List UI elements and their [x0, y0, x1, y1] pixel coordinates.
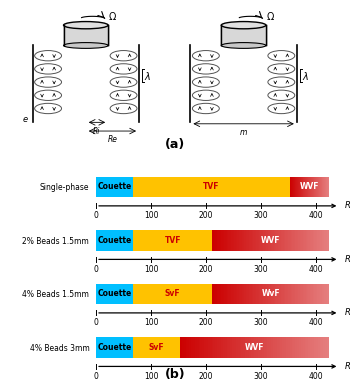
Ellipse shape [193, 51, 219, 61]
Ellipse shape [35, 64, 62, 74]
Ellipse shape [268, 64, 295, 74]
Ellipse shape [193, 64, 219, 74]
Ellipse shape [110, 64, 137, 74]
Ellipse shape [110, 77, 137, 87]
Text: 4% Beads 1.5mm: 4% Beads 1.5mm [22, 290, 89, 299]
Text: $\Omega$: $\Omega$ [266, 11, 275, 23]
Ellipse shape [35, 90, 62, 100]
Text: Ri: Ri [93, 127, 101, 136]
Ellipse shape [221, 21, 266, 29]
Ellipse shape [110, 90, 137, 100]
Text: 4% Beads 3mm: 4% Beads 3mm [29, 343, 89, 352]
Ellipse shape [63, 42, 108, 48]
Ellipse shape [193, 90, 219, 100]
Text: $\lambda$: $\lambda$ [302, 70, 309, 82]
Text: Re: Re [107, 135, 117, 144]
Text: (a): (a) [165, 138, 185, 151]
Text: 2% Beads 1.5mm: 2% Beads 1.5mm [22, 237, 89, 245]
Ellipse shape [110, 51, 137, 61]
Ellipse shape [35, 77, 62, 87]
Ellipse shape [110, 103, 137, 114]
Ellipse shape [63, 21, 108, 29]
Bar [221, 25, 266, 46]
Ellipse shape [268, 103, 295, 114]
Ellipse shape [268, 51, 295, 61]
Ellipse shape [268, 90, 295, 100]
Text: $\lambda$: $\lambda$ [144, 70, 151, 82]
Ellipse shape [193, 103, 219, 114]
Ellipse shape [221, 42, 266, 48]
Text: m: m [240, 128, 247, 137]
Text: $\Omega$: $\Omega$ [108, 11, 117, 23]
Text: e: e [22, 115, 28, 124]
Ellipse shape [35, 51, 62, 61]
Ellipse shape [193, 77, 219, 87]
Bar [64, 25, 108, 46]
Text: (b): (b) [165, 368, 185, 381]
Text: Single-phase: Single-phase [40, 183, 89, 192]
Ellipse shape [268, 77, 295, 87]
Ellipse shape [35, 103, 62, 114]
